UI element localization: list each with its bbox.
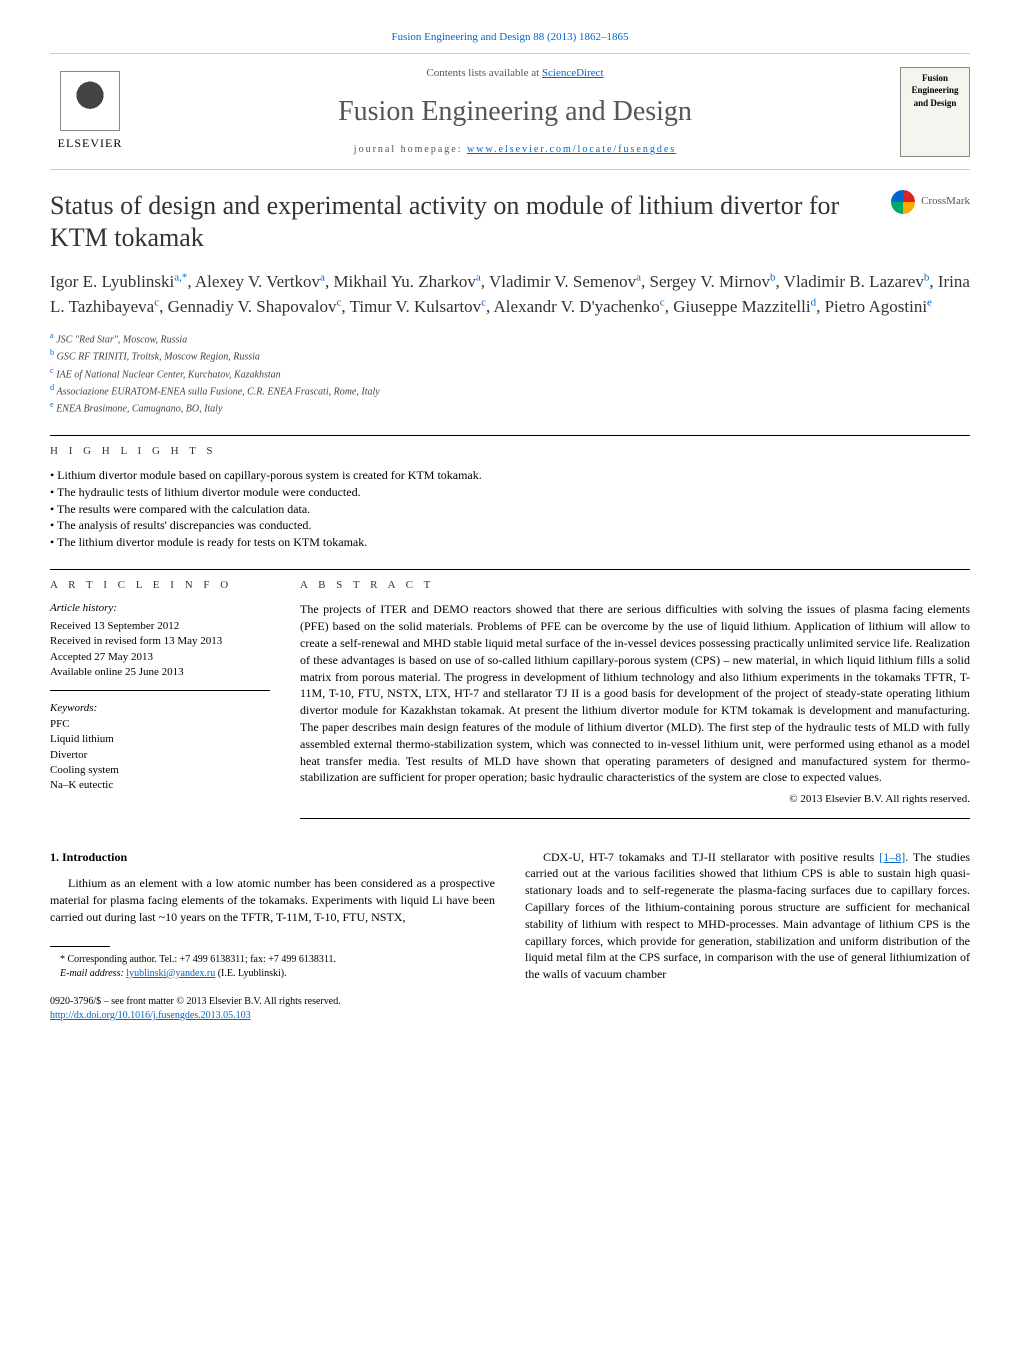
corresponding-footnote: * Corresponding author. Tel.: +7 499 613… bbox=[50, 953, 495, 967]
authors-list: Igor E. Lyublinskia,*, Alexey V. Vertkov… bbox=[50, 269, 970, 320]
keywords-block: Keywords: PFCLiquid lithiumDivertorCooli… bbox=[50, 701, 270, 803]
affiliations-list: a JSC "Red Star", Moscow, Russiab GSC RF… bbox=[50, 330, 970, 417]
accepted-date: Accepted 27 May 2013 bbox=[50, 650, 270, 665]
article-title: Status of design and experimental activi… bbox=[50, 190, 871, 255]
highlights-label: H I G H L I G H T S bbox=[50, 435, 970, 459]
elsevier-logo: ELSEVIER bbox=[50, 67, 130, 157]
intro-para-2: CDX-U, HT-7 tokamaks and TJ-II stellarat… bbox=[525, 849, 970, 983]
abstract-label: A B S T R A C T bbox=[300, 578, 970, 593]
elsevier-text: ELSEVIER bbox=[58, 135, 123, 152]
affiliation-line: c IAE of National Nuclear Center, Kurcha… bbox=[50, 365, 970, 382]
keyword-item: Liquid lithium bbox=[50, 732, 270, 747]
affiliation-line: d Associazione EURATOM-ENEA sulla Fusion… bbox=[50, 382, 970, 399]
affiliation-line: b GSC RF TRINITI, Troitsk, Moscow Region… bbox=[50, 347, 970, 364]
highlights-section: H I G H L I G H T S Lithium divertor mod… bbox=[50, 435, 970, 551]
article-info-label: A R T I C L E I N F O bbox=[50, 578, 270, 593]
highlights-items: Lithium divertor module based on capilla… bbox=[50, 467, 970, 551]
keywords-label: Keywords: bbox=[50, 701, 270, 716]
keyword-item: Divertor bbox=[50, 748, 270, 763]
affiliation-line: a JSC "Red Star", Moscow, Russia bbox=[50, 330, 970, 347]
email-label: E-mail address: bbox=[60, 968, 126, 979]
keyword-item: Cooling system bbox=[50, 763, 270, 778]
doi-link[interactable]: http://dx.doi.org/10.1016/j.fusengdes.20… bbox=[50, 1010, 251, 1021]
homepage-prefix: journal homepage: bbox=[354, 144, 467, 155]
email-suffix: (I.E. Lyublinski). bbox=[218, 968, 287, 979]
article-history-block: Article history: Received 13 September 2… bbox=[50, 601, 270, 691]
sciencedirect-link[interactable]: ScienceDirect bbox=[542, 67, 604, 79]
crossmark-badge[interactable]: CrossMark bbox=[891, 190, 970, 214]
journal-cover-thumb: Fusion Engineering and Design bbox=[900, 67, 970, 157]
journal-name: Fusion Engineering and Design bbox=[130, 92, 900, 131]
article-info-column: A R T I C L E I N F O Article history: R… bbox=[50, 578, 270, 819]
contents-line: Contents lists available at ScienceDirec… bbox=[130, 66, 900, 81]
bottom-meta: 0920-3796/$ – see front matter © 2013 El… bbox=[50, 995, 495, 1023]
banner-center: Contents lists available at ScienceDirec… bbox=[130, 66, 900, 157]
abstract-column: A B S T R A C T The projects of ITER and… bbox=[300, 578, 970, 819]
elsevier-tree-icon bbox=[60, 71, 120, 131]
crossmark-icon bbox=[891, 190, 915, 214]
info-abstract-row: A R T I C L E I N F O Article history: R… bbox=[50, 569, 970, 819]
email-footnote: E-mail address: lyublinski@yandex.ru (I.… bbox=[50, 967, 495, 981]
header-banner: ELSEVIER Contents lists available at Sci… bbox=[50, 53, 970, 170]
highlight-item: The analysis of results' discrepancies w… bbox=[50, 517, 970, 534]
keywords-list: PFCLiquid lithiumDivertorCooling systemN… bbox=[50, 717, 270, 794]
history-label: Article history: bbox=[50, 601, 270, 616]
online-date: Available online 25 June 2013 bbox=[50, 665, 270, 680]
footnote-rule bbox=[50, 946, 110, 947]
received-date: Received 13 September 2012 bbox=[50, 619, 270, 634]
contents-prefix: Contents lists available at bbox=[426, 67, 541, 79]
homepage-link[interactable]: www.elsevier.com/locate/fusengdes bbox=[467, 144, 676, 155]
affiliation-line: e ENEA Brasimone, Camugnano, BO, Italy bbox=[50, 399, 970, 416]
issn-line: 0920-3796/$ – see front matter © 2013 El… bbox=[50, 995, 495, 1009]
highlight-item: The results were compared with the calcu… bbox=[50, 501, 970, 518]
abstract-text: The projects of ITER and DEMO reactors s… bbox=[300, 601, 970, 818]
intro-heading: 1. Introduction bbox=[50, 849, 495, 866]
email-link[interactable]: lyublinski@yandex.ru bbox=[126, 968, 215, 979]
keyword-item: PFC bbox=[50, 717, 270, 732]
revised-date: Received in revised form 13 May 2013 bbox=[50, 634, 270, 649]
keyword-item: Na–K eutectic bbox=[50, 778, 270, 793]
highlight-item: Lithium divertor module based on capilla… bbox=[50, 467, 970, 484]
body-col-left: 1. Introduction Lithium as an element wi… bbox=[50, 849, 495, 1023]
title-row: Status of design and experimental activi… bbox=[50, 190, 970, 255]
body-col-right: CDX-U, HT-7 tokamaks and TJ-II stellarat… bbox=[525, 849, 970, 1023]
abstract-copyright: © 2013 Elsevier B.V. All rights reserved… bbox=[300, 792, 970, 807]
col2-post: . The studies carried out at the various… bbox=[525, 850, 970, 982]
cover-title: Fusion Engineering and Design bbox=[905, 72, 965, 110]
homepage-line: journal homepage: www.elsevier.com/locat… bbox=[130, 143, 900, 157]
highlight-item: The hydraulic tests of lithium divertor … bbox=[50, 484, 970, 501]
body-columns: 1. Introduction Lithium as an element wi… bbox=[50, 849, 970, 1023]
highlight-item: The lithium divertor module is ready for… bbox=[50, 534, 970, 551]
crossmark-label: CrossMark bbox=[921, 194, 970, 209]
col2-pre: CDX-U, HT-7 tokamaks and TJ-II stellarat… bbox=[543, 850, 879, 864]
abstract-body: The projects of ITER and DEMO reactors s… bbox=[300, 602, 970, 784]
intro-para-1: Lithium as an element with a low atomic … bbox=[50, 875, 495, 925]
header-citation: Fusion Engineering and Design 88 (2013) … bbox=[50, 30, 970, 45]
ref-link-1-8[interactable]: [1–8] bbox=[879, 850, 905, 864]
